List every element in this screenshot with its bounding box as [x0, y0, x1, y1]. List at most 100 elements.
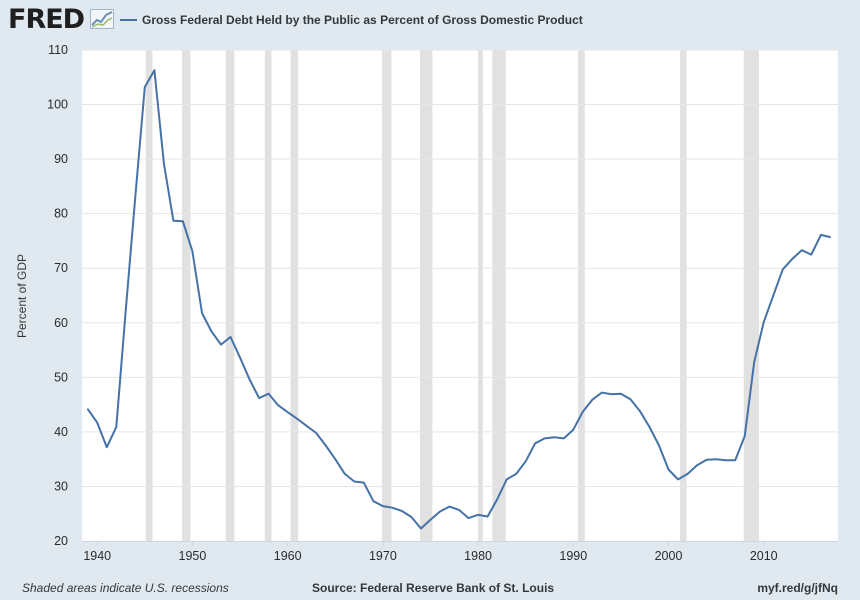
data-point	[658, 444, 660, 447]
y-axis: 20 30 40 50 60 70 80 90 100 110	[47, 43, 68, 548]
recession-band	[420, 50, 433, 541]
x-tick-label: 1970	[369, 549, 397, 563]
recession-band	[578, 50, 585, 541]
x-axis: 1940 1950 1960 1970 1980 1990 2000 2010	[82, 541, 838, 563]
y-axis-title: Percent of GDP	[15, 254, 29, 338]
data-point	[401, 510, 403, 512]
data-point	[210, 330, 213, 333]
recession-band	[478, 50, 483, 541]
short-link[interactable]: myf.red/g/jfNq	[757, 581, 838, 595]
data-point	[334, 458, 336, 460]
data-point	[477, 514, 479, 516]
data-point	[696, 464, 698, 466]
data-point	[239, 357, 241, 359]
y-tick-label: 40	[54, 425, 68, 439]
x-tick-label: 2000	[655, 549, 683, 563]
recession-band	[743, 50, 759, 541]
y-tick-label: 20	[54, 534, 68, 548]
data-point	[363, 482, 365, 484]
data-point	[220, 344, 222, 346]
x-tick-label: 1960	[274, 549, 302, 563]
data-point	[667, 468, 670, 471]
data-point	[677, 478, 679, 480]
data-point	[468, 517, 470, 519]
data-point	[687, 473, 689, 475]
data-point	[753, 361, 755, 363]
recession-band	[290, 50, 299, 541]
data-point	[629, 398, 632, 400]
data-point	[287, 411, 289, 413]
data-point	[410, 516, 412, 518]
chart-header: FRED Gross Federal Debt Held by the Publ…	[0, 0, 860, 40]
legend-swatch	[120, 19, 137, 21]
chart-legend[interactable]: Gross Federal Debt Held by the Public as…	[120, 12, 583, 28]
data-point	[744, 435, 746, 437]
data-point	[296, 418, 298, 420]
data-point	[439, 510, 441, 513]
fred-logo[interactable]: FRED	[8, 4, 85, 35]
data-point	[506, 478, 508, 480]
data-point	[801, 249, 803, 251]
data-point	[620, 393, 622, 395]
recession-band	[679, 50, 687, 541]
data-point	[172, 220, 174, 222]
data-point	[639, 410, 641, 412]
data-point	[353, 480, 355, 483]
y-tick-label: 110	[48, 43, 68, 57]
recession-band	[264, 50, 272, 541]
recession-band	[381, 50, 392, 541]
series-layer	[86, 69, 832, 530]
data-point	[563, 437, 565, 439]
data-point	[182, 220, 184, 222]
data-point	[144, 86, 146, 88]
y-tick-label: 50	[54, 370, 68, 384]
data-point	[306, 425, 308, 427]
data-point	[191, 250, 193, 252]
y-tick-label: 70	[54, 261, 68, 275]
data-point	[106, 446, 108, 448]
recession-band	[492, 50, 506, 541]
y-tick-label: 90	[54, 152, 68, 166]
data-point	[782, 268, 784, 270]
data-point	[115, 426, 117, 428]
data-point	[734, 459, 736, 461]
data-point	[496, 498, 498, 501]
data-point	[125, 309, 127, 311]
data-point	[706, 459, 708, 461]
data-point	[382, 505, 384, 507]
x-tick-label: 1990	[559, 549, 587, 563]
data-point	[544, 437, 546, 439]
x-tick-label: 1940	[83, 549, 111, 563]
data-point	[601, 392, 603, 394]
gridlines	[82, 49, 838, 487]
data-point	[201, 312, 203, 314]
data-point	[87, 408, 89, 410]
data-point	[582, 411, 584, 413]
y-tick-label: 60	[54, 316, 68, 330]
data-point	[610, 393, 613, 395]
data-point	[96, 422, 98, 424]
data-point	[249, 378, 251, 381]
y-tick-label: 80	[54, 207, 68, 221]
recession-band	[225, 50, 235, 541]
x-tick-label: 2010	[750, 549, 778, 563]
data-point	[487, 515, 489, 518]
data-point	[344, 473, 346, 475]
data-point	[134, 196, 136, 198]
data-point	[372, 500, 374, 502]
data-point	[448, 506, 451, 508]
recession-band	[181, 50, 191, 541]
y-tick-label: 30	[54, 479, 68, 493]
line-graph-icon	[90, 9, 114, 29]
data-point	[591, 399, 593, 401]
data-point	[725, 459, 727, 461]
data-point	[820, 234, 822, 236]
data-point	[572, 429, 574, 431]
recession-band	[145, 50, 153, 541]
data-point	[515, 473, 517, 475]
data-point	[229, 336, 232, 338]
data-point	[325, 444, 327, 447]
data-point	[258, 397, 260, 399]
plot-area	[82, 50, 838, 541]
